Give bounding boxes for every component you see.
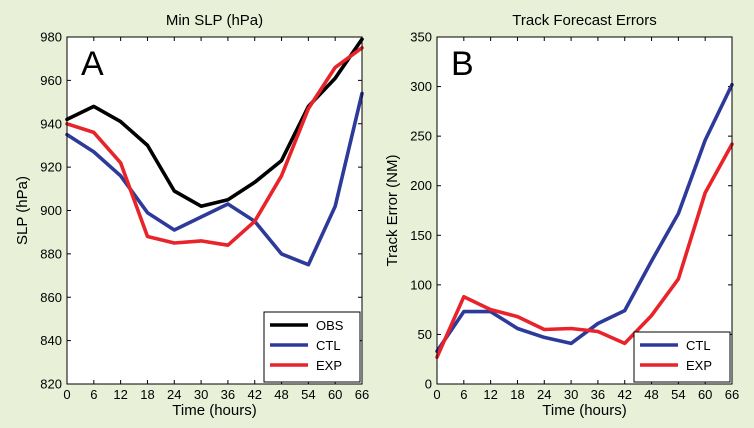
x-tick-label: 42: [617, 387, 631, 402]
panel-letter: A: [81, 45, 104, 83]
legend-label: EXP: [686, 358, 712, 373]
axes-box: [66, 36, 363, 385]
y-tick-label: 50: [418, 327, 432, 342]
x-tick-label: 48: [644, 387, 658, 402]
y-axis-label: Track Error (NM): [384, 155, 401, 267]
legend-label: OBS: [316, 318, 344, 333]
y-tick-label: 350: [410, 30, 432, 45]
y-tick-label: 860: [40, 290, 62, 305]
x-tick-label: 24: [537, 387, 551, 402]
x-axis-label: Time (hours): [172, 402, 256, 419]
x-tick-label: 54: [671, 387, 685, 402]
x-axis-label: Time (hours): [542, 402, 626, 419]
series-line-exp: [435, 142, 734, 360]
legend: CTL EXP: [633, 331, 731, 383]
x-tick-label: 24: [167, 387, 181, 402]
series-line-exp: [65, 45, 364, 247]
y-tick-label: 200: [410, 178, 432, 193]
x-tick-label: 30: [194, 387, 208, 402]
x-tick-label: 12: [483, 387, 497, 402]
legend-label: EXP: [316, 358, 342, 373]
chart-panel-a: 0 6 12 18 24 30 36 42 48 54 60 66 820 840 860 880 900 920…: [14, 12, 369, 419]
x-tick-label: 36: [591, 387, 605, 402]
x-tick-label: 18: [510, 387, 524, 402]
x-tick-label: 30: [564, 387, 578, 402]
y-tick-label: 840: [40, 333, 62, 348]
y-tick-label: 960: [40, 73, 62, 88]
y-tick-label: 150: [410, 228, 432, 243]
y-tick-label: 920: [40, 160, 62, 175]
x-tick-label: 0: [433, 387, 440, 402]
x-tick-label: 6: [460, 387, 467, 402]
x-tick-label: 66: [355, 387, 369, 402]
x-tick-label: 0: [63, 387, 70, 402]
axes-box: [436, 36, 733, 385]
chart-panel-b: 0 6 12 18 24 30 36 42 48 54 60 66 0 50 100 150 200 250 300…: [384, 12, 739, 419]
legend-label: CTL: [686, 338, 711, 353]
y-tick-label: 820: [40, 377, 62, 392]
y-tick-label: 940: [40, 116, 62, 131]
x-tick-label: 42: [247, 387, 261, 402]
x-tick-label: 60: [698, 387, 712, 402]
y-tick-label: 0: [425, 377, 432, 392]
y-axis-label: SLP (hPa): [14, 176, 31, 245]
x-tick-label: 54: [301, 387, 315, 402]
legend: OBS CTL EXP: [263, 311, 361, 383]
legend-box: [633, 331, 731, 383]
y-tick-label: 100: [410, 277, 432, 292]
y-tick-label: 880: [40, 246, 62, 261]
x-tick-label: 36: [221, 387, 235, 402]
x-tick-label: 18: [140, 387, 154, 402]
x-tick-label: 12: [113, 387, 127, 402]
chart-title: Track Forecast Errors: [512, 12, 656, 29]
x-tick-label: 60: [328, 387, 342, 402]
x-tick-label: 66: [725, 387, 739, 402]
y-tick-label: 300: [410, 79, 432, 94]
x-tick-label: 48: [274, 387, 288, 402]
series-line-ctl: [435, 82, 734, 354]
legend-label: CTL: [316, 338, 341, 353]
chart-title: Min SLP (hPa): [166, 12, 263, 29]
y-tick-label: 250: [410, 129, 432, 144]
legend-box: [263, 311, 361, 383]
series-line-ctl: [65, 91, 364, 267]
y-tick-label: 900: [40, 203, 62, 218]
x-tick-label: 6: [90, 387, 97, 402]
panel-letter: B: [451, 45, 474, 83]
y-tick-label: 980: [40, 30, 62, 45]
plot-area: [437, 37, 732, 384]
